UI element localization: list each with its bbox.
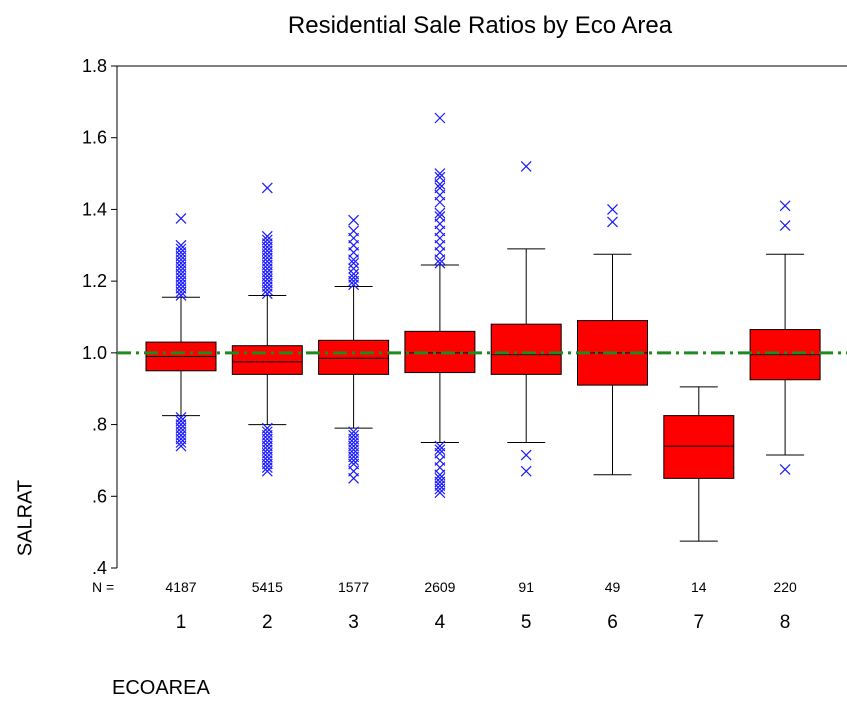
outlier-marker (434, 182, 446, 194)
x-tick-label: 5 (521, 612, 532, 633)
outlier-marker (348, 214, 360, 226)
x-tick-label: 1 (176, 612, 187, 633)
x-tick-label: 2 (262, 612, 273, 633)
n-count-label: 91 (518, 579, 534, 595)
outlier-marker (434, 472, 446, 484)
outlier-marker (261, 422, 273, 434)
outlier-marker (175, 212, 187, 224)
outlier-marker (434, 171, 446, 183)
y-tick-label: 1.8 (82, 56, 107, 76)
outlier-marker (779, 200, 791, 212)
x-tick-label: 8 (780, 612, 791, 633)
outlier-marker (779, 463, 791, 475)
outlier-marker (175, 415, 187, 427)
n-count-label: 5415 (252, 579, 283, 595)
outlier-marker (175, 411, 187, 423)
x-tick-label: 3 (348, 612, 359, 633)
outlier-marker (261, 182, 273, 194)
y-tick-label: .4 (92, 558, 107, 578)
n-count-label: 2609 (424, 579, 455, 595)
chart-title: Residential Sale Ratios by Eco Area (287, 12, 673, 39)
box-7 (663, 415, 735, 479)
x-tick-label: 4 (435, 612, 446, 633)
outlier-marker (434, 112, 446, 124)
y-tick-label: 1.6 (82, 128, 107, 148)
outlier-marker (607, 204, 618, 215)
outlier-marker (434, 168, 446, 179)
outlier-marker (520, 160, 532, 172)
outlier-marker (348, 426, 360, 438)
n-count-label: 1577 (338, 579, 369, 595)
outlier-marker (261, 426, 273, 438)
outlier-marker (434, 207, 446, 219)
outlier-marker (175, 243, 187, 255)
outlier-marker (348, 257, 360, 269)
box-3 (318, 339, 390, 375)
outlier-marker (434, 257, 446, 269)
n-label: N = (92, 579, 114, 595)
y-tick-label: 1.0 (82, 343, 107, 363)
outlier-marker (434, 440, 446, 452)
n-count-label: 220 (773, 579, 797, 595)
y-tick-label: 1.4 (82, 199, 107, 219)
x-tick-label: 7 (694, 612, 705, 633)
y-tick-label: .8 (92, 415, 107, 435)
outlier-marker (520, 449, 532, 461)
outlier-marker (348, 272, 360, 283)
box-5 (490, 323, 562, 375)
x-axis-label: ECOAREA (112, 677, 210, 699)
box-2 (231, 345, 303, 375)
outlier-marker (607, 216, 618, 228)
outlier-marker (261, 230, 273, 242)
outlier-marker (261, 234, 273, 246)
n-count-label: 14 (691, 579, 707, 595)
outlier-marker (434, 211, 446, 223)
y-tick-label: 1.2 (82, 271, 107, 291)
outlier-marker (520, 465, 532, 477)
y-tick-label: .6 (92, 486, 107, 506)
n-count-label: 4187 (165, 579, 196, 595)
outlier-marker (434, 444, 446, 456)
outlier-marker (348, 263, 360, 275)
outlier-marker (175, 239, 187, 251)
outlier-marker (348, 225, 360, 237)
outlier-marker (348, 429, 360, 441)
outlier-marker (348, 268, 360, 280)
n-count-label: 49 (605, 579, 621, 595)
outlier-marker (779, 220, 791, 231)
x-tick-label: 6 (607, 612, 618, 633)
